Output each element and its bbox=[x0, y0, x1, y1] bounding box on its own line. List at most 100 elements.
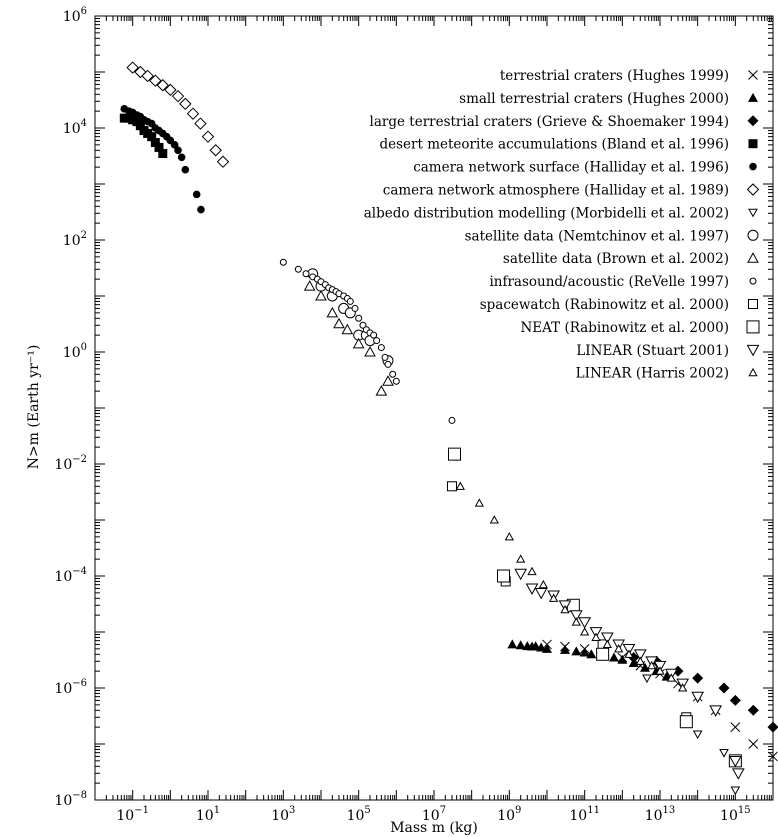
data-point bbox=[504, 532, 514, 541]
data-point bbox=[719, 748, 729, 758]
data-point bbox=[147, 132, 157, 142]
data-point bbox=[542, 643, 552, 653]
data-point bbox=[768, 751, 778, 762]
x-tick-label: 1011 bbox=[569, 805, 600, 824]
data-point bbox=[534, 587, 548, 600]
legend-marker bbox=[748, 299, 758, 309]
data-point bbox=[119, 113, 129, 123]
data-point bbox=[364, 345, 376, 357]
data-point bbox=[578, 617, 592, 629]
data-point bbox=[538, 579, 548, 589]
series-13 bbox=[455, 481, 688, 692]
data-point bbox=[548, 593, 559, 602]
series-9 bbox=[279, 258, 456, 424]
data-point bbox=[730, 722, 741, 732]
x-tick-label: 105 bbox=[347, 805, 371, 824]
data-point bbox=[515, 640, 526, 650]
legend-label: LINEAR (Harris 2002) bbox=[576, 366, 729, 382]
data-point bbox=[392, 377, 400, 385]
y-tick-label: 10−4 bbox=[54, 566, 87, 585]
data-point bbox=[596, 647, 610, 661]
legend-label: satellite data (Nemtchinov et al. 1997) bbox=[465, 228, 729, 244]
data-point bbox=[150, 138, 160, 148]
x-tick-label: 10−1 bbox=[116, 805, 149, 824]
data-point bbox=[164, 83, 177, 97]
x-tick-label: 1015 bbox=[720, 805, 751, 824]
legend-label: spacewatch (Rabinowitz et al. 2000) bbox=[480, 297, 729, 313]
data-point bbox=[748, 739, 759, 749]
x-tick-label: 103 bbox=[271, 805, 295, 824]
data-point bbox=[496, 569, 510, 583]
data-point bbox=[446, 481, 457, 492]
data-point bbox=[177, 153, 186, 162]
data-point bbox=[602, 639, 612, 648]
legend-label: large terrestrial craters (Grieve & Shoe… bbox=[370, 114, 729, 130]
series-11 bbox=[447, 447, 742, 768]
data-point bbox=[216, 155, 230, 168]
data-point bbox=[377, 344, 385, 352]
data-point bbox=[622, 643, 636, 656]
data-point bbox=[141, 69, 154, 83]
data-point bbox=[653, 660, 667, 673]
y-tick-label: 10−2 bbox=[54, 454, 87, 473]
data-point bbox=[646, 660, 657, 670]
legend-marker bbox=[747, 252, 759, 263]
legend: terrestrial craters (Hughes 1999) small t… bbox=[364, 68, 760, 382]
data-point bbox=[382, 375, 394, 386]
data-point bbox=[149, 74, 162, 87]
legend-marker bbox=[748, 208, 758, 218]
y-tick-label: 10−8 bbox=[54, 790, 87, 809]
data-point bbox=[455, 481, 465, 490]
data-point bbox=[381, 353, 389, 361]
data-point bbox=[640, 662, 651, 672]
data-point bbox=[171, 89, 185, 103]
data-point bbox=[559, 644, 570, 654]
data-point bbox=[679, 715, 693, 729]
data-point bbox=[186, 107, 200, 120]
data-point bbox=[315, 289, 327, 301]
y-tick-label: 10−6 bbox=[54, 678, 87, 697]
data-point bbox=[333, 317, 345, 329]
y-tick-label: 100 bbox=[63, 342, 87, 361]
axis-ticks bbox=[94, 16, 773, 801]
data-point bbox=[527, 566, 537, 576]
legend-label: satellite data (Brown et al. 2002) bbox=[503, 251, 729, 267]
data-point bbox=[536, 642, 547, 652]
data-point bbox=[691, 691, 705, 704]
data-point bbox=[448, 416, 456, 424]
data-point bbox=[525, 583, 539, 595]
series-8 bbox=[303, 280, 394, 396]
y-tick-label: 106 bbox=[63, 6, 87, 25]
x-tick-label: 109 bbox=[497, 805, 521, 824]
data-point bbox=[569, 610, 583, 622]
legend-label: albedo distribution modelling (Morbidell… bbox=[364, 205, 729, 221]
y-tick-label: 102 bbox=[63, 230, 87, 249]
series-3 bbox=[119, 113, 168, 159]
data-point bbox=[135, 121, 145, 131]
data-point bbox=[389, 370, 397, 378]
data-point bbox=[170, 141, 179, 149]
data-point bbox=[447, 447, 461, 461]
data-point bbox=[571, 617, 581, 626]
x-tick-label: 101 bbox=[196, 805, 220, 824]
legend-marker bbox=[748, 92, 758, 102]
data-point bbox=[635, 656, 645, 665]
legend-marker bbox=[748, 70, 758, 80]
data-point bbox=[346, 297, 354, 305]
data-point bbox=[158, 149, 168, 159]
data-point bbox=[624, 649, 634, 658]
data-point bbox=[614, 644, 624, 653]
x-tick-label: 1013 bbox=[645, 805, 676, 824]
data-point bbox=[156, 79, 169, 92]
data-point bbox=[672, 665, 684, 677]
data-point bbox=[692, 672, 704, 684]
legend-marker bbox=[749, 277, 757, 285]
data-point bbox=[370, 331, 378, 339]
legend-label: desert meteorite accumulations (Bland et… bbox=[380, 137, 730, 153]
data-points bbox=[119, 61, 778, 796]
data-point bbox=[608, 652, 619, 662]
data-point bbox=[373, 337, 381, 345]
legend-marker bbox=[746, 183, 760, 196]
legend-label: camera network surface (Halliday et al. … bbox=[413, 160, 729, 176]
data-point bbox=[642, 674, 652, 684]
